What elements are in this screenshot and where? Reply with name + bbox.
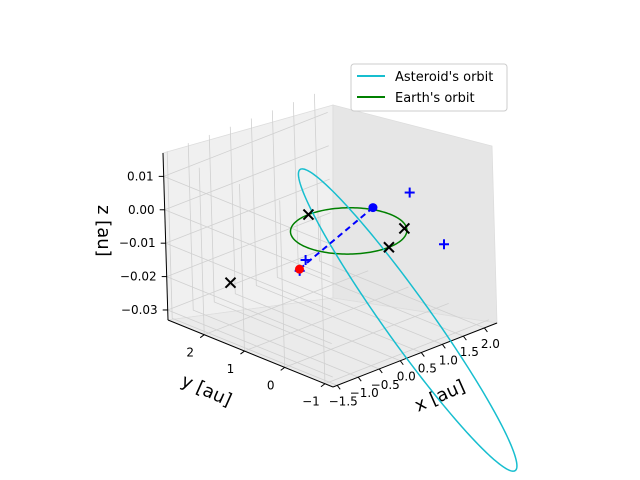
z-tick-label-3: −0.02 <box>120 270 157 284</box>
y-tick-1 <box>280 366 286 371</box>
x-tick-6 <box>462 335 467 341</box>
z-axis-line <box>162 152 169 321</box>
grid-line-x-3 <box>229 126 401 362</box>
x-marker-3 <box>224 276 237 289</box>
plus-marker-1 <box>439 239 450 250</box>
x-tick-label-4: 0.5 <box>418 362 437 376</box>
x-axis-label: x [au] <box>411 376 468 417</box>
x-axis-line <box>332 322 498 388</box>
grid-line-x-2 <box>208 134 380 370</box>
point-marker-sun-side <box>368 203 378 213</box>
ticks: −1.5−1.0−0.50.00.51.01.52.0 −1 0 1 2 0.01 0.00… <box>119 169 500 408</box>
x-tick-0 <box>336 385 341 390</box>
grid-line-x-0 <box>166 151 338 386</box>
grid-line-x-5 <box>271 110 443 345</box>
y-tick-label-3: 2 <box>186 346 194 360</box>
z-tick-label-0: 0.01 <box>127 169 154 183</box>
legend: Asteroid's orbit Earth's orbit <box>350 63 508 112</box>
x-tick-1 <box>357 376 362 382</box>
x-tick-label-1: −1.0 <box>350 386 379 400</box>
y-tick-label-1: 0 <box>267 378 275 392</box>
x-tick-label-3: 0.0 <box>397 370 416 384</box>
x-tick-label-0: −1.5 <box>329 394 358 408</box>
connector-line <box>298 206 374 270</box>
legend-label-earth: Earth's orbit <box>395 91 475 106</box>
y-axis-line <box>167 319 334 388</box>
legend-frame <box>350 63 508 112</box>
x-tick-3 <box>399 360 404 366</box>
plus-marker-2 <box>300 254 311 265</box>
y-tick-label-0: −1 <box>302 395 320 409</box>
y-axis-label: y [au] <box>178 370 235 411</box>
data-layer <box>224 168 518 472</box>
x-tick-label-6: 1.5 <box>460 345 479 359</box>
x-tick-5 <box>441 344 446 349</box>
z-tick-label-1: 0.00 <box>128 203 155 217</box>
x-tick-2 <box>378 368 383 374</box>
y-tick-2 <box>240 350 245 355</box>
x-tick-label-2: −0.5 <box>371 378 400 392</box>
plus-marker-0 <box>404 187 415 198</box>
z-tick-label-4: −0.03 <box>121 303 158 317</box>
asteroid-orbit <box>297 168 518 472</box>
z-axis-label: z [au] <box>93 205 114 257</box>
legend-label-asteroid: Asteroid's orbit <box>395 70 493 85</box>
x-tick-4 <box>420 352 425 357</box>
x-tick-label-7: 2.0 <box>481 337 500 351</box>
earth-orbit <box>289 207 408 255</box>
y-tick-label-2: 1 <box>227 362 235 376</box>
x-marker-0 <box>302 208 315 221</box>
axes-panes <box>162 104 499 388</box>
z-tick-label-2: −0.01 <box>119 236 156 250</box>
x-tick-label-5: 1.0 <box>439 353 458 367</box>
x-tick-7 <box>483 327 488 333</box>
x-marker-2 <box>383 241 395 253</box>
grid-line-x-4 <box>250 118 422 353</box>
point-marker-earth-side <box>294 264 304 274</box>
y-tick-0 <box>320 383 326 388</box>
axis-lines <box>162 152 498 388</box>
y-tick-3 <box>199 334 205 339</box>
grid-line-x-7 <box>313 93 485 329</box>
x-marker-1 <box>398 222 411 235</box>
grid-line-x-1 <box>187 143 359 378</box>
